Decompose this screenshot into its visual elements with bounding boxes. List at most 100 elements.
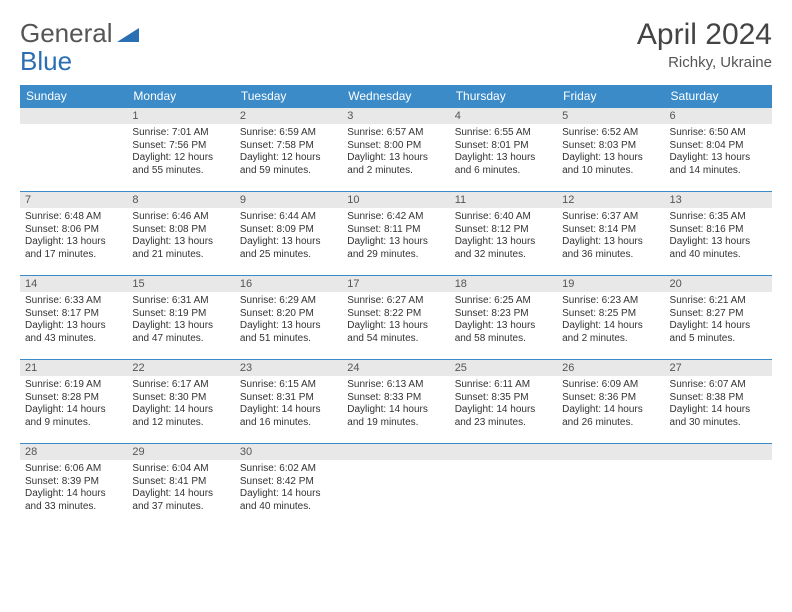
calendar-table: SundayMondayTuesdayWednesdayThursdayFrid… bbox=[20, 85, 772, 528]
day-details: Sunrise: 6:17 AMSunset: 8:30 PMDaylight:… bbox=[127, 376, 234, 433]
day-details: Sunrise: 6:07 AMSunset: 8:38 PMDaylight:… bbox=[665, 376, 772, 433]
day-daylight: Daylight: 13 hours and 10 minutes. bbox=[562, 152, 659, 177]
calendar-day-cell: 27Sunrise: 6:07 AMSunset: 8:38 PMDayligh… bbox=[665, 360, 772, 444]
day-daylight: Daylight: 13 hours and 6 minutes. bbox=[455, 152, 552, 177]
day-details: Sunrise: 6:21 AMSunset: 8:27 PMDaylight:… bbox=[665, 292, 772, 349]
calendar-day-cell bbox=[20, 108, 127, 192]
calendar-day-cell: 15Sunrise: 6:31 AMSunset: 8:19 PMDayligh… bbox=[127, 276, 234, 360]
day-sunset: Sunset: 8:35 PM bbox=[455, 392, 552, 405]
day-sunset: Sunset: 8:08 PM bbox=[132, 224, 229, 237]
calendar-day-cell: 2Sunrise: 6:59 AMSunset: 7:58 PMDaylight… bbox=[235, 108, 342, 192]
day-number: 27 bbox=[665, 360, 772, 376]
day-details: Sunrise: 6:55 AMSunset: 8:01 PMDaylight:… bbox=[450, 124, 557, 181]
day-details: Sunrise: 7:01 AMSunset: 7:56 PMDaylight:… bbox=[127, 124, 234, 181]
day-sunset: Sunset: 8:20 PM bbox=[240, 308, 337, 321]
day-sunrise: Sunrise: 6:17 AM bbox=[132, 379, 229, 392]
day-number: 9 bbox=[235, 192, 342, 208]
day-daylight: Daylight: 13 hours and 2 minutes. bbox=[347, 152, 444, 177]
day-sunset: Sunset: 8:28 PM bbox=[25, 392, 122, 405]
day-sunset: Sunset: 8:25 PM bbox=[562, 308, 659, 321]
day-sunrise: Sunrise: 6:50 AM bbox=[670, 127, 767, 140]
day-number: 23 bbox=[235, 360, 342, 376]
calendar-day-cell: 30Sunrise: 6:02 AMSunset: 8:42 PMDayligh… bbox=[235, 444, 342, 528]
day-sunrise: Sunrise: 6:06 AM bbox=[25, 463, 122, 476]
day-sunrise: Sunrise: 6:19 AM bbox=[25, 379, 122, 392]
day-sunset: Sunset: 8:38 PM bbox=[670, 392, 767, 405]
day-details: Sunrise: 6:44 AMSunset: 8:09 PMDaylight:… bbox=[235, 208, 342, 265]
day-sunrise: Sunrise: 6:29 AM bbox=[240, 295, 337, 308]
day-daylight: Daylight: 14 hours and 19 minutes. bbox=[347, 404, 444, 429]
day-details: Sunrise: 6:13 AMSunset: 8:33 PMDaylight:… bbox=[342, 376, 449, 433]
calendar-day-cell: 24Sunrise: 6:13 AMSunset: 8:33 PMDayligh… bbox=[342, 360, 449, 444]
day-sunrise: Sunrise: 6:44 AM bbox=[240, 211, 337, 224]
day-sunset: Sunset: 8:36 PM bbox=[562, 392, 659, 405]
day-number: 1 bbox=[127, 108, 234, 124]
day-details: Sunrise: 6:15 AMSunset: 8:31 PMDaylight:… bbox=[235, 376, 342, 433]
day-sunset: Sunset: 8:14 PM bbox=[562, 224, 659, 237]
calendar-day-cell bbox=[557, 444, 664, 528]
day-daylight: Daylight: 13 hours and 29 minutes. bbox=[347, 236, 444, 261]
day-daylight: Daylight: 13 hours and 36 minutes. bbox=[562, 236, 659, 261]
brand-logo: General bbox=[20, 18, 141, 49]
day-sunrise: Sunrise: 6:59 AM bbox=[240, 127, 337, 140]
day-sunset: Sunset: 8:41 PM bbox=[132, 476, 229, 489]
day-sunset: Sunset: 8:04 PM bbox=[670, 140, 767, 153]
day-details: Sunrise: 6:50 AMSunset: 8:04 PMDaylight:… bbox=[665, 124, 772, 181]
day-number: 6 bbox=[665, 108, 772, 124]
calendar-day-cell: 20Sunrise: 6:21 AMSunset: 8:27 PMDayligh… bbox=[665, 276, 772, 360]
day-details: Sunrise: 6:29 AMSunset: 8:20 PMDaylight:… bbox=[235, 292, 342, 349]
calendar-day-cell: 22Sunrise: 6:17 AMSunset: 8:30 PMDayligh… bbox=[127, 360, 234, 444]
weekday-header: Sunday bbox=[20, 85, 127, 108]
calendar-day-cell: 12 Sunrise: 6:37 AMSunset: 8:14 PMDayligh… bbox=[557, 192, 664, 276]
day-number: 25 bbox=[450, 360, 557, 376]
day-daylight: Daylight: 13 hours and 14 minutes. bbox=[670, 152, 767, 177]
day-daylight: Daylight: 14 hours and 26 minutes. bbox=[562, 404, 659, 429]
day-daylight: Daylight: 14 hours and 23 minutes. bbox=[455, 404, 552, 429]
calendar-week-row: 28Sunrise: 6:06 AMSunset: 8:39 PMDayligh… bbox=[20, 444, 772, 528]
weekday-header: Tuesday bbox=[235, 85, 342, 108]
day-number: 22 bbox=[127, 360, 234, 376]
logo-text-blue: Blue bbox=[20, 46, 72, 77]
day-daylight: Daylight: 14 hours and 5 minutes. bbox=[670, 320, 767, 345]
day-daylight: Daylight: 13 hours and 43 minutes. bbox=[25, 320, 122, 345]
day-daylight: Daylight: 13 hours and 21 minutes. bbox=[132, 236, 229, 261]
day-sunrise: Sunrise: 6:13 AM bbox=[347, 379, 444, 392]
calendar-day-cell bbox=[450, 444, 557, 528]
day-daylight: Daylight: 13 hours and 25 minutes. bbox=[240, 236, 337, 261]
day-sunset: Sunset: 7:56 PM bbox=[132, 140, 229, 153]
day-daylight: Daylight: 14 hours and 12 minutes. bbox=[132, 404, 229, 429]
calendar-day-cell bbox=[342, 444, 449, 528]
day-number: 13 bbox=[665, 192, 772, 208]
day-number: 28 bbox=[20, 444, 127, 460]
day-number: 12 bbox=[557, 192, 664, 208]
day-details: Sunrise: 6:33 AMSunset: 8:17 PMDaylight:… bbox=[20, 292, 127, 349]
day-sunrise: Sunrise: 7:01 AM bbox=[132, 127, 229, 140]
day-sunrise: Sunrise: 6:11 AM bbox=[455, 379, 552, 392]
weekday-header: Saturday bbox=[665, 85, 772, 108]
day-sunset: Sunset: 8:03 PM bbox=[562, 140, 659, 153]
calendar-day-cell: 28Sunrise: 6:06 AMSunset: 8:39 PMDayligh… bbox=[20, 444, 127, 528]
calendar-day-cell: 17Sunrise: 6:27 AMSunset: 8:22 PMDayligh… bbox=[342, 276, 449, 360]
day-sunrise: Sunrise: 6:31 AM bbox=[132, 295, 229, 308]
weekday-header: Thursday bbox=[450, 85, 557, 108]
calendar-day-cell: 19Sunrise: 6:23 AMSunset: 8:25 PMDayligh… bbox=[557, 276, 664, 360]
day-number: 19 bbox=[557, 276, 664, 292]
day-sunrise: Sunrise: 6:37 AM bbox=[562, 211, 659, 224]
day-details: Sunrise: 6:27 AMSunset: 8:22 PMDaylight:… bbox=[342, 292, 449, 349]
day-number: 3 bbox=[342, 108, 449, 124]
header: General April 2024 Richky, Ukraine bbox=[20, 18, 772, 71]
day-sunrise: Sunrise: 6:07 AM bbox=[670, 379, 767, 392]
calendar-day-cell: 23Sunrise: 6:15 AMSunset: 8:31 PMDayligh… bbox=[235, 360, 342, 444]
day-details: Sunrise: 6:19 AMSunset: 8:28 PMDaylight:… bbox=[20, 376, 127, 433]
calendar-week-row: 21Sunrise: 6:19 AMSunset: 8:28 PMDayligh… bbox=[20, 360, 772, 444]
day-details: Sunrise: 6:06 AMSunset: 8:39 PMDaylight:… bbox=[20, 460, 127, 517]
day-sunset: Sunset: 8:27 PM bbox=[670, 308, 767, 321]
day-number: 16 bbox=[235, 276, 342, 292]
day-sunset: Sunset: 8:33 PM bbox=[347, 392, 444, 405]
day-daylight: Daylight: 14 hours and 2 minutes. bbox=[562, 320, 659, 345]
day-daylight: Daylight: 14 hours and 16 minutes. bbox=[240, 404, 337, 429]
day-number: 21 bbox=[20, 360, 127, 376]
day-sunrise: Sunrise: 6:35 AM bbox=[670, 211, 767, 224]
calendar-day-cell: 5Sunrise: 6:52 AMSunset: 8:03 PMDaylight… bbox=[557, 108, 664, 192]
day-number: 15 bbox=[127, 276, 234, 292]
